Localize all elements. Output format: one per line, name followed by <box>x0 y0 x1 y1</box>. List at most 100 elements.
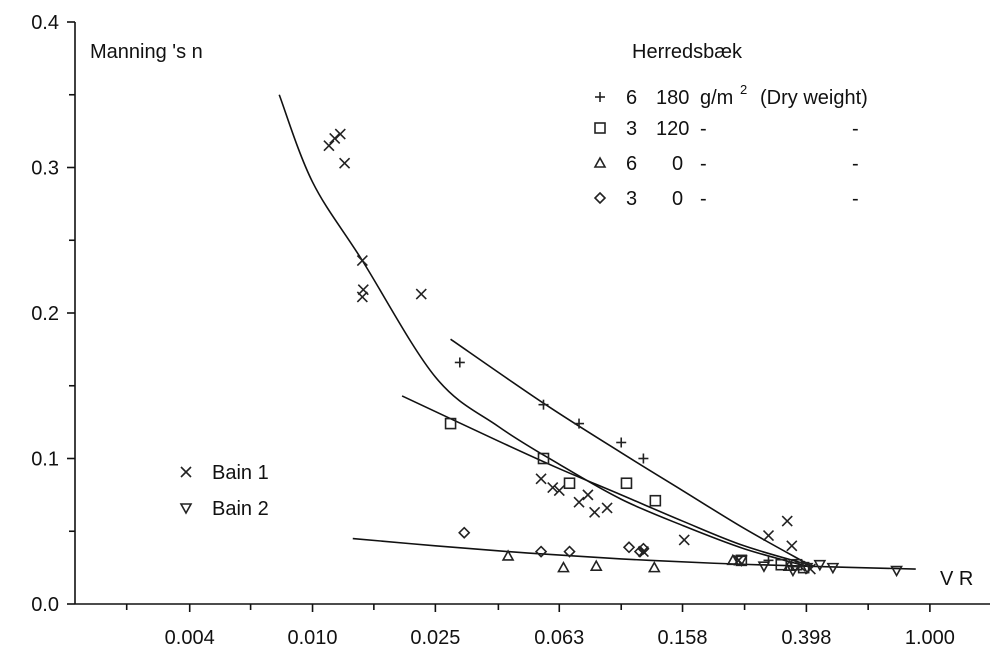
legend-col1: 6 <box>626 87 637 109</box>
marker-square <box>649 494 662 507</box>
marker-square <box>563 477 576 490</box>
axes: 0.0 0.1 0.2 0.3 0.4 0.004 0.010 0.025 0.063 0.158… <box>31 12 990 649</box>
marker-x <box>582 489 594 501</box>
marker-x <box>535 473 547 485</box>
marker-tri-down <box>890 565 903 578</box>
marker-plus <box>616 437 627 448</box>
x-axis-title: V R <box>940 568 973 590</box>
marker-x <box>356 255 368 267</box>
marker-x <box>547 482 559 494</box>
legend-col3: g/m <box>700 87 733 109</box>
marker-plus <box>595 92 605 102</box>
x-tick-label: 0.158 <box>658 627 708 649</box>
legend-top-row: 3 120 - - <box>594 118 859 140</box>
marker-triangle <box>593 156 607 168</box>
x-tick-label: 1.000 <box>905 627 955 649</box>
marker-triangle <box>557 560 570 573</box>
legend-top-title: Herredsbæk <box>632 41 743 63</box>
marker-x <box>601 502 613 514</box>
marker-square <box>775 558 788 571</box>
fit-curve <box>352 537 916 570</box>
marker-tri-down <box>734 555 748 567</box>
x-tick-label: 0.063 <box>534 627 584 649</box>
legend-marker-tri-down <box>179 503 193 515</box>
marker-tri-down <box>800 562 814 575</box>
marker-diamond <box>593 191 607 205</box>
y-tick-label: 0.1 <box>31 449 59 471</box>
legend-col4: - <box>852 153 859 175</box>
legend-col4: - <box>852 118 859 140</box>
y-axis-title: Manning 's n <box>90 41 203 63</box>
legend-col1: 6 <box>626 153 637 175</box>
marker-diamond <box>563 545 576 558</box>
y-tick-label: 0.4 <box>31 12 59 34</box>
x-tick-label: 0.025 <box>410 627 460 649</box>
marker-x <box>339 157 351 169</box>
legend-top-row: 3 0 - - <box>593 188 859 210</box>
legend-marker-x <box>180 466 192 478</box>
marker-x <box>762 530 775 542</box>
marker-diamond <box>534 545 548 558</box>
marker-triangle <box>647 560 661 573</box>
marker-square <box>537 452 550 465</box>
marker-square <box>444 417 457 430</box>
legend-sup: 2 <box>740 82 747 97</box>
marker-x <box>415 288 427 300</box>
marker-x <box>180 466 192 478</box>
legend-bain1-label: Bain 1 <box>212 462 269 484</box>
marker-plus <box>574 418 585 429</box>
marker-x <box>781 515 793 527</box>
marker-tri-down <box>826 562 840 575</box>
legend-bottom: Bain 1 Bain 2 <box>179 462 269 520</box>
marker-x <box>329 132 341 144</box>
legend-col3: - <box>700 188 707 210</box>
legend-col2: 0 <box>672 188 683 210</box>
marker-triangle <box>726 553 740 566</box>
legend-col2: 180 <box>656 87 689 109</box>
marker-triangle <box>501 549 515 561</box>
marker-x <box>678 534 690 546</box>
marker-tri-down <box>179 503 193 515</box>
marker-x <box>573 496 585 508</box>
marker-triangle <box>589 559 603 571</box>
legend-col3: - <box>700 153 707 175</box>
marker-x <box>553 484 565 497</box>
legend-col1: 3 <box>626 118 637 140</box>
fit-curve <box>401 395 814 567</box>
marker-x <box>589 506 601 518</box>
y-tick-label: 0.2 <box>31 303 59 325</box>
legend-col1: 3 <box>626 188 637 210</box>
legend-col2: 120 <box>656 118 689 140</box>
marker-plus <box>454 357 465 368</box>
marker-x <box>334 128 346 140</box>
legend-marker-diamond <box>593 191 607 205</box>
marker-x <box>323 140 335 152</box>
x-tick-label: 0.398 <box>781 627 831 649</box>
legend-marker-square <box>594 122 606 134</box>
y-tick-label: 0.0 <box>31 594 59 616</box>
legend-top-row: 6 0 - - <box>593 153 859 175</box>
marker-diamond <box>458 526 471 539</box>
marker-tri-down <box>757 561 771 573</box>
fit-curve <box>278 94 807 567</box>
marker-x <box>786 540 798 552</box>
legend-top: Herredsbæk 6 180 g/m 2 (Dry weight) 3 12… <box>593 41 868 210</box>
legend-marker-plus <box>595 92 605 102</box>
legend-col4: (Dry weight) <box>760 87 868 109</box>
legend-col4: - <box>852 188 859 210</box>
legend-col3: - <box>700 118 707 140</box>
marker-tri-down <box>813 559 827 572</box>
marker-square <box>594 122 606 134</box>
marker-diamond <box>622 541 636 554</box>
marker-plus <box>638 453 649 464</box>
fit-curves <box>278 94 916 570</box>
y-tick-label: 0.3 <box>31 158 59 180</box>
data-points <box>323 128 903 578</box>
x-tick-label: 0.010 <box>288 627 338 649</box>
legend-marker-triangle <box>593 156 607 168</box>
marker-plus <box>538 399 549 410</box>
legend-col2: 0 <box>672 153 683 175</box>
fit-curve <box>450 338 807 564</box>
marker-x <box>356 291 368 303</box>
